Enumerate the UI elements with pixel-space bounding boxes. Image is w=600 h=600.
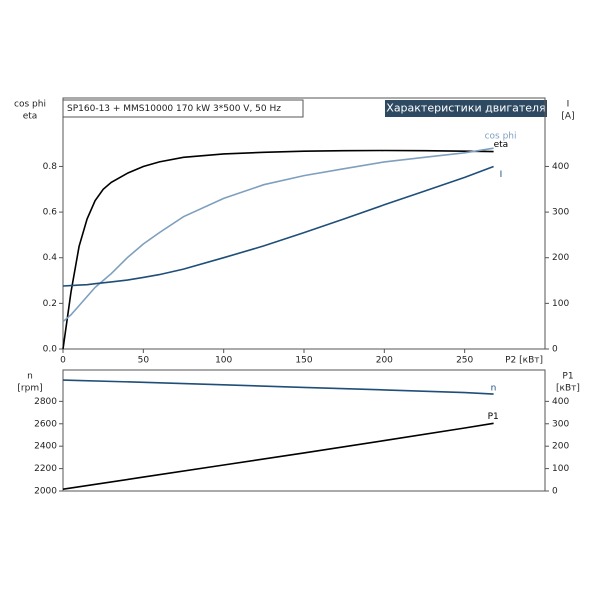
y-axis-label: cos phi xyxy=(14,100,46,110)
series-line xyxy=(62,165,494,287)
y-tick-label: 0.0 xyxy=(43,345,58,355)
y-tick-label: 0.6 xyxy=(43,208,58,218)
y2-tick-label: 100 xyxy=(552,299,569,309)
y2-axis-label: [кВт] xyxy=(556,384,580,394)
y-tick-label: 0.8 xyxy=(43,162,58,172)
y2-axis-label: [A] xyxy=(561,112,574,122)
series-label: cos phi xyxy=(485,132,517,142)
chart-title: SP160-13 + MMS10000 170 kW 3*500 V, 50 H… xyxy=(67,104,281,114)
y-axis-label: [rpm] xyxy=(17,384,42,394)
x-tick-label: 250 xyxy=(456,356,473,366)
plot-frame xyxy=(62,369,546,492)
y-tick-label: 2400 xyxy=(34,442,57,452)
series-line xyxy=(62,379,494,395)
y-axis-label: eta xyxy=(23,112,38,122)
y-tick-label: 2000 xyxy=(34,487,57,497)
y2-tick-label: 100 xyxy=(552,464,569,474)
x-tick-label: 100 xyxy=(215,356,232,366)
chart-subtitle: Характеристики двигателя xyxy=(386,102,545,115)
y-tick-label: 0.2 xyxy=(43,299,57,309)
y-tick-label: 2800 xyxy=(34,397,57,407)
series-label: n xyxy=(491,384,497,394)
y-axis-label: n xyxy=(27,372,33,382)
y-tick-label: 0.4 xyxy=(43,253,58,263)
series-line xyxy=(62,147,494,323)
series-label: eta xyxy=(494,140,509,150)
y2-axis-label: P1 xyxy=(562,372,573,382)
plot-frame xyxy=(62,97,546,350)
y2-tick-label: 300 xyxy=(552,419,569,429)
x-tick-label: 200 xyxy=(376,356,393,366)
x-tick-label: 50 xyxy=(138,356,150,366)
y-tick-label: 2200 xyxy=(34,464,57,474)
series-line xyxy=(62,149,494,350)
x-tick-label: 0 xyxy=(60,356,66,366)
y-tick-label: 2600 xyxy=(34,419,57,429)
y2-tick-label: 200 xyxy=(552,442,569,452)
series-line xyxy=(62,422,494,490)
series-label: I xyxy=(500,170,503,180)
x-tick-label: 150 xyxy=(295,356,312,366)
series-label: P1 xyxy=(488,412,499,422)
y2-tick-label: 200 xyxy=(552,253,569,263)
y2-tick-label: 300 xyxy=(552,208,569,218)
y2-tick-label: 400 xyxy=(552,397,569,407)
y2-tick-label: 400 xyxy=(552,162,569,172)
y2-axis-label: I xyxy=(567,100,570,110)
x-axis-label: P2 [кВт] xyxy=(505,356,543,366)
y2-tick-label: 0 xyxy=(552,487,558,497)
subtitle-box xyxy=(385,100,547,117)
y2-tick-label: 0 xyxy=(552,345,558,355)
